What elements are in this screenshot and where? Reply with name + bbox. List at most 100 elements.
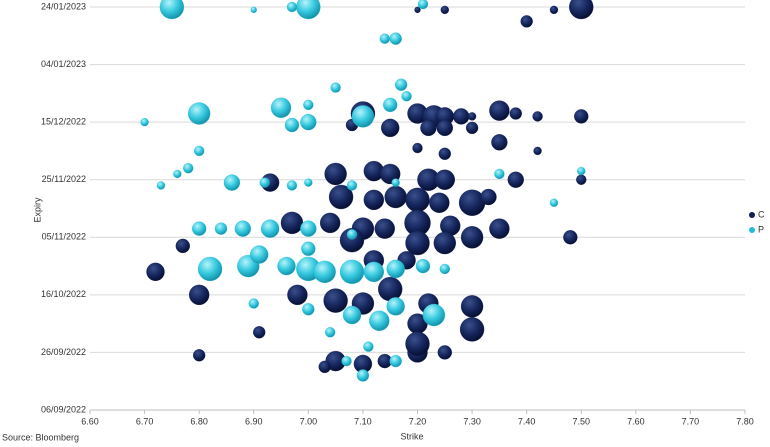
bubble: [563, 230, 578, 245]
bubble: [507, 171, 524, 188]
bubble: [301, 241, 316, 256]
y-tick-label: 16/10/2022: [41, 289, 86, 299]
x-tick-label: 6.70: [136, 416, 154, 426]
bubble: [405, 230, 430, 256]
bubble: [253, 326, 266, 339]
bubble: [194, 145, 205, 157]
bubble: [320, 212, 341, 234]
x-tick-label: 7.80: [736, 416, 754, 426]
bubble: [363, 189, 384, 211]
bubble: [250, 245, 269, 264]
legend-label: C: [758, 209, 765, 219]
y-axis-title: Expiry: [32, 197, 42, 223]
bubble: [532, 111, 543, 122]
bubble: [159, 0, 185, 20]
bubble: [459, 317, 485, 342]
bubble: [346, 180, 358, 191]
x-tick-label: 7.50: [572, 416, 590, 426]
bubble: [248, 298, 259, 309]
x-tick-label: 7.00: [300, 416, 318, 426]
bubble: [569, 0, 594, 20]
bubble: [330, 82, 341, 93]
bubble: [465, 121, 479, 135]
bubble: [533, 146, 542, 156]
bubble: [259, 177, 270, 188]
bubble: [434, 169, 455, 190]
bubble: [460, 295, 484, 318]
bubble: [250, 6, 257, 14]
bubble: [197, 256, 223, 282]
bubble: [374, 218, 395, 239]
bubble: [391, 178, 400, 187]
bubble: [549, 198, 559, 207]
bubble: [296, 0, 321, 20]
y-tick-label: 24/01/2023: [41, 1, 86, 11]
bubble: [453, 108, 470, 125]
bubble: [389, 32, 402, 45]
bubble: [433, 231, 456, 255]
x-tick-label: 6.60: [81, 416, 99, 426]
bubble: [313, 260, 336, 283]
bubble: [175, 238, 190, 254]
bubble: [214, 222, 228, 235]
bubble: [415, 258, 431, 274]
bubble: [574, 109, 589, 124]
bubble: [381, 118, 400, 138]
bubble: [429, 192, 450, 213]
bubble: [183, 163, 194, 174]
bubble: [386, 297, 405, 316]
x-tick-label: 7.30: [463, 416, 481, 426]
bubble: [383, 97, 398, 113]
bubble: [193, 349, 206, 362]
bubble: [270, 97, 292, 118]
bubble: [412, 142, 423, 154]
bubble: [401, 91, 412, 102]
bubble: [304, 178, 313, 187]
bubble: [405, 187, 430, 213]
bubble: [389, 354, 402, 368]
bubble: [286, 1, 298, 13]
bubble: [491, 134, 508, 151]
x-tick-label: 7.70: [682, 416, 700, 426]
bubble: [300, 113, 317, 131]
bubble: [324, 162, 347, 186]
bubble: [223, 174, 241, 191]
bubble: [300, 220, 317, 237]
y-tick-label: 04/01/2023: [41, 59, 86, 69]
bubble: [140, 117, 149, 127]
bubble: [173, 169, 182, 179]
bubble: [188, 102, 211, 125]
bubble: [386, 259, 405, 279]
y-tick-label: 15/12/2022: [41, 117, 86, 127]
bubble: [339, 259, 365, 284]
bubble: [576, 174, 587, 185]
x-tick-label: 6.90: [245, 416, 263, 426]
y-tick-label: 05/11/2022: [42, 232, 86, 242]
bubble: [379, 33, 390, 44]
bubble: [260, 219, 280, 238]
x-tick-label: 6.80: [190, 416, 208, 426]
bubble: [363, 341, 374, 352]
bubble: [436, 119, 453, 137]
bubble: [280, 211, 304, 235]
bubble: [394, 78, 408, 91]
bubble: [438, 147, 451, 160]
bubble: [369, 310, 390, 331]
y-tick-label: 25/11/2022: [42, 174, 86, 184]
bubble: [417, 0, 429, 10]
bubble: [420, 119, 437, 137]
bubble: [437, 345, 452, 360]
bubble: [277, 256, 296, 276]
bubble: [192, 221, 207, 236]
bubble: [302, 303, 315, 316]
bubble: [234, 220, 251, 237]
bubble: [549, 5, 559, 15]
bubble: [494, 168, 505, 180]
bubble: [460, 226, 484, 249]
y-tick-label: 06/09/2022: [41, 404, 86, 414]
bubble: [323, 288, 348, 313]
x-axis-title: Strike: [400, 431, 423, 441]
bubble: [378, 276, 403, 302]
